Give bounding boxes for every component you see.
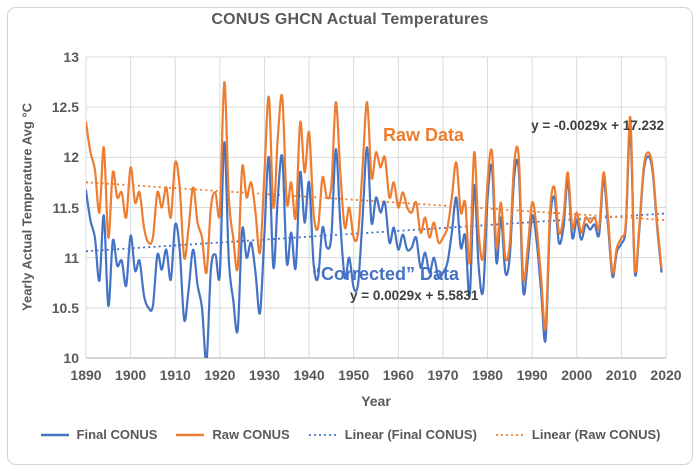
x-tick-label: 1950 (338, 367, 370, 383)
legend-line-sample-final (40, 433, 69, 436)
y-tick-label: 10.5 (51, 299, 79, 316)
legend-label: Final CONUS (76, 427, 158, 442)
chart-title: CONUS GHCN Actual Temperatures (211, 11, 489, 28)
legend-line-sample-linear-final (308, 433, 337, 436)
x-tick-label: 1980 (471, 367, 504, 383)
legend-item-final-conus: Final CONUS (40, 427, 158, 442)
legend-item-linear-final-conus: Linear (Final CONUS) (308, 427, 477, 442)
y-axis-title-text: Yearly Actual Temperature Avg °C (19, 103, 35, 311)
x-tick-label: 1970 (427, 367, 459, 383)
y-tick-label: 11 (64, 249, 79, 266)
x-tick-label: 2010 (605, 367, 637, 383)
legend-line-sample-linear-raw (495, 433, 524, 436)
trend-line-linear-final-conus- (85, 212, 667, 253)
x-tick-label: 1910 (159, 367, 191, 383)
x-tick-label: 2000 (561, 367, 593, 383)
corrected-trend-equation: y = 0.0029x + 5.5831 (350, 288, 479, 303)
legend-item-linear-raw-conus: Linear (Raw CONUS) (495, 427, 661, 442)
x-tick-label: 1890 (70, 367, 102, 383)
raw-data-annotation: Raw Data (383, 125, 465, 145)
x-axis-title: Year (361, 393, 391, 409)
y-tick-label: 12 (63, 149, 79, 166)
raw-trend-equation: y = -0.0029x + 17.232 (531, 118, 664, 133)
legend-line-sample-raw (176, 433, 205, 436)
x-tick-label: 1940 (293, 367, 325, 383)
y-tick-label: 10 (63, 350, 79, 366)
y-tick-label: 11.5 (52, 199, 79, 216)
corrected-data-annotation: “Corrected” Data (312, 264, 460, 284)
legend: Final CONUS Raw CONUS Linear (Final CONU… (0, 427, 700, 442)
series-line-raw-conus (86, 80, 663, 331)
x-tick-label: 1960 (382, 367, 414, 383)
y-tick-label: 12.5 (51, 99, 79, 116)
legend-label: Raw CONUS (212, 427, 290, 442)
x-tick-label: 2020 (650, 367, 682, 383)
x-tick-label: 1920 (204, 367, 236, 383)
y-tick-label: 13 (63, 49, 79, 65)
x-tick-label: 1990 (516, 367, 548, 383)
legend-label: Linear (Final CONUS) (344, 427, 477, 442)
legend-label: Linear (Raw CONUS) (531, 427, 661, 442)
series-line-final-conus (86, 128, 663, 358)
x-tick-label: 1900 (115, 367, 147, 383)
x-tick-label: 1930 (248, 367, 281, 383)
legend-item-raw-conus: Raw CONUS (175, 427, 290, 442)
